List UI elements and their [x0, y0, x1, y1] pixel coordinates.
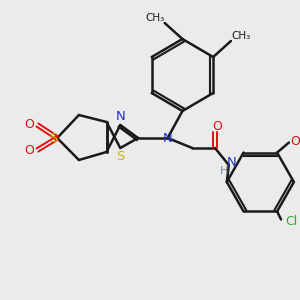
Text: CH₃: CH₃ [145, 13, 164, 23]
Text: CH₃: CH₃ [231, 31, 250, 41]
Text: Cl: Cl [285, 215, 297, 228]
Text: N: N [227, 157, 237, 169]
Text: S: S [116, 149, 124, 163]
Text: O: O [25, 118, 34, 131]
Text: S: S [49, 131, 57, 145]
Text: O: O [290, 135, 300, 148]
Text: H: H [220, 166, 228, 176]
Text: N: N [163, 133, 172, 146]
Text: O: O [25, 143, 34, 157]
Text: O: O [212, 121, 222, 134]
Text: N: N [116, 110, 125, 122]
